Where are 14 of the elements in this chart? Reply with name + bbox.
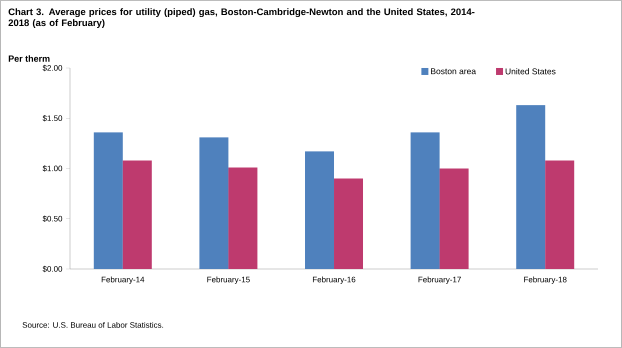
bar (199, 137, 228, 269)
bar (94, 132, 123, 269)
chart-title: Chart 3. Average prices for utility (piped) gas, Boston-Cambridge-Newton and the United States, 2014-2018 (as of February) (8, 8, 474, 28)
y-axis-title: Per therm (8, 55, 50, 62)
legend-label: United States (506, 68, 556, 74)
bar (305, 151, 334, 269)
bar (545, 160, 574, 269)
bar (122, 160, 152, 269)
bar (228, 167, 258, 269)
legend-label: Boston area (431, 68, 476, 74)
bar (410, 132, 440, 269)
bar (516, 105, 546, 269)
bar (440, 168, 469, 269)
bar (334, 178, 364, 269)
